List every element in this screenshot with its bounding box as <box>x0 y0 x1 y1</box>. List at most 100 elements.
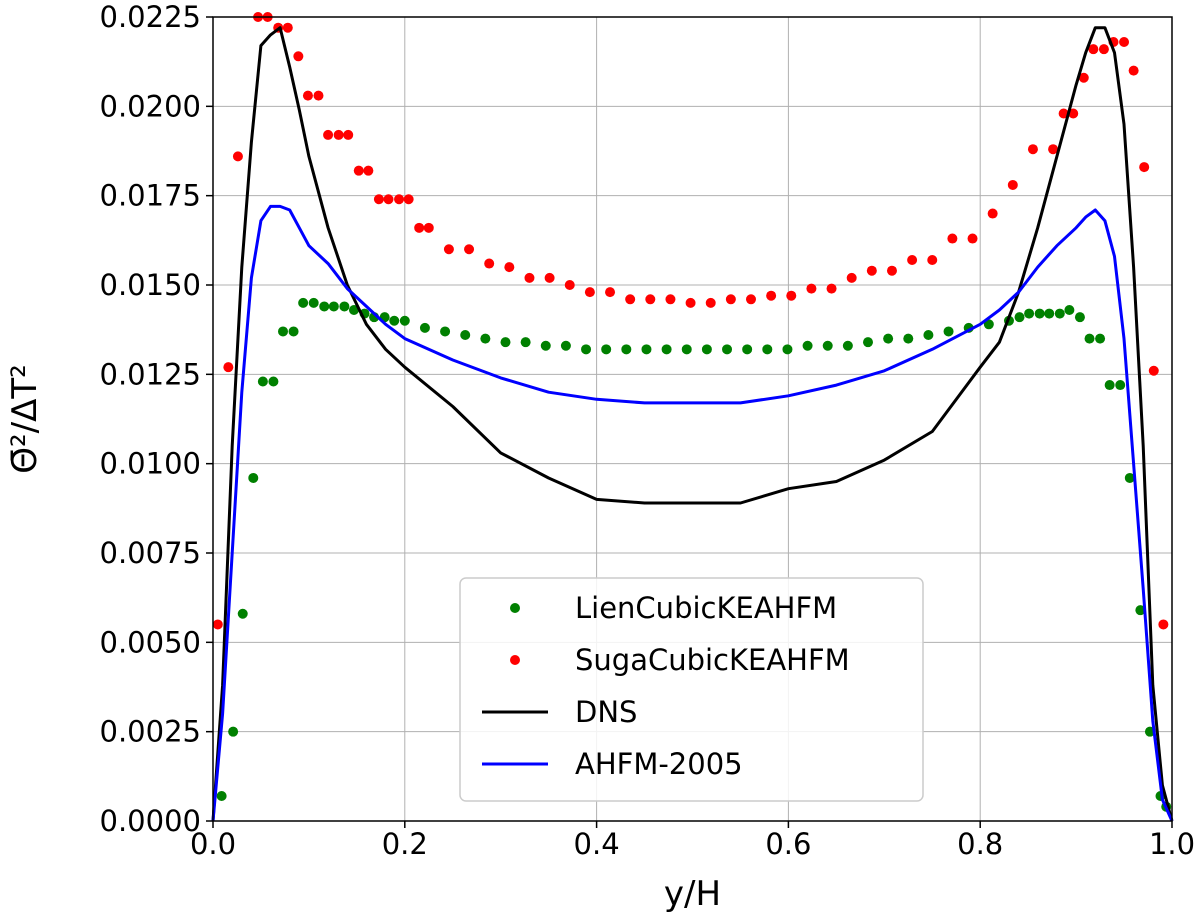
data-point <box>866 265 877 276</box>
data-point <box>665 294 676 305</box>
data-point <box>216 790 227 801</box>
data-point <box>323 129 334 140</box>
x-tick-label: 0.4 <box>574 827 620 861</box>
y-tick-label: 0.0050 <box>100 625 201 659</box>
data-point <box>641 344 652 355</box>
legend-box <box>459 577 924 802</box>
legend-item: LienCubicKEAHFM <box>510 591 837 625</box>
data-point <box>846 272 857 283</box>
data-point <box>584 287 595 298</box>
data-point <box>1068 108 1079 119</box>
data-point <box>1048 144 1059 155</box>
data-point <box>782 344 793 355</box>
data-point <box>237 608 248 619</box>
y-axis: 0.0000 0.0025 0.0050 0.0075 0.0100 0.0125 0.01… <box>100 0 213 838</box>
plot-frame <box>212 16 1173 822</box>
data-point <box>212 619 223 630</box>
data-point <box>1148 365 1159 376</box>
data-point <box>907 254 918 265</box>
data-point <box>1024 308 1035 319</box>
data-point <box>742 344 753 355</box>
data-point <box>705 297 716 308</box>
data-point <box>842 340 853 351</box>
data-point <box>302 90 313 101</box>
x-tick-label: 1.0 <box>1149 827 1195 861</box>
data-point <box>581 344 592 355</box>
data-point <box>339 301 350 312</box>
data-point <box>1128 65 1139 76</box>
data-point <box>544 272 555 283</box>
data-point <box>786 290 797 301</box>
data-point <box>1034 308 1045 319</box>
x-tick-label: 0.0 <box>190 827 236 861</box>
data-point <box>278 326 289 337</box>
legend-item: AHFM-2005 <box>482 747 743 781</box>
data-point <box>333 129 344 140</box>
data-point <box>1095 333 1106 344</box>
data-point <box>423 222 434 233</box>
legend-label: DNS <box>575 695 637 729</box>
data-point <box>1064 305 1075 316</box>
data-point <box>605 287 616 298</box>
data-point <box>862 337 873 348</box>
legend-label: AHFM-2005 <box>575 747 743 781</box>
legend: LienCubicKEAHFM SugaCubicKEAHFM DNS AHFM-20… <box>459 577 924 802</box>
data-point <box>1027 144 1038 155</box>
x-axis-label: y/H <box>664 874 721 914</box>
data-point <box>282 22 293 33</box>
data-point <box>460 330 471 341</box>
data-point <box>1158 619 1169 630</box>
data-point <box>886 265 897 276</box>
data-point <box>1078 72 1089 83</box>
data-point <box>927 254 938 265</box>
series-ahfm-2005 <box>211 204 1174 822</box>
data-point <box>389 315 400 326</box>
data-point <box>383 194 394 205</box>
data-point <box>806 283 817 294</box>
data-point <box>248 472 259 483</box>
y-tick-label: 0.0175 <box>100 179 201 213</box>
data-point <box>394 194 405 205</box>
data-point <box>373 194 384 205</box>
legend-label: SugaCubicKEAHFM <box>575 643 850 677</box>
data-point <box>1135 605 1146 616</box>
series-dns <box>211 26 1174 822</box>
data-point <box>802 340 813 351</box>
data-point <box>987 208 998 219</box>
y-tick-label: 0.0075 <box>100 536 201 570</box>
data-point <box>645 294 656 305</box>
data-point <box>1058 108 1069 119</box>
data-point <box>1115 380 1126 391</box>
data-point <box>308 297 319 308</box>
data-point <box>943 326 954 337</box>
data-point <box>601 344 612 355</box>
data-point <box>328 301 339 312</box>
data-point <box>440 326 451 337</box>
legend-swatch <box>510 603 520 613</box>
data-point <box>500 337 511 348</box>
data-point <box>1088 44 1099 55</box>
data-point <box>625 294 636 305</box>
data-point <box>520 337 531 348</box>
data-point <box>681 344 692 355</box>
data-point <box>293 51 304 62</box>
data-point <box>223 362 234 373</box>
data-point <box>343 129 354 140</box>
legend-swatch <box>510 655 520 665</box>
data-point <box>443 244 454 255</box>
data-point <box>923 330 934 341</box>
data-point <box>883 333 894 344</box>
data-point <box>298 297 309 308</box>
data-point <box>685 297 696 308</box>
data-point <box>268 376 279 387</box>
data-point <box>540 340 551 351</box>
data-point <box>903 333 914 344</box>
x-tick-label: 0.2 <box>382 827 428 861</box>
data-point <box>1119 37 1130 48</box>
data-point <box>766 290 777 301</box>
data-point <box>947 233 958 244</box>
y-axis-label: Θ̄²/ΔT² <box>5 364 45 474</box>
y-tick-label: 0.0125 <box>100 357 201 391</box>
data-point <box>1124 472 1135 483</box>
